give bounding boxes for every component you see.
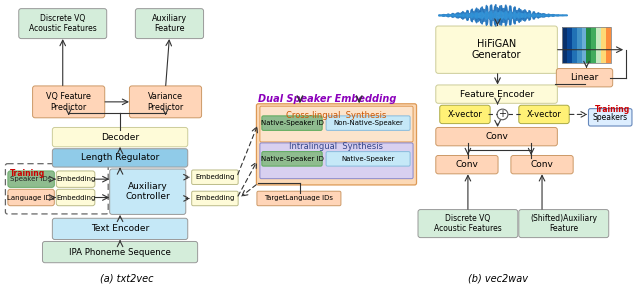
Bar — [596, 27, 602, 63]
FancyBboxPatch shape — [326, 152, 410, 166]
Bar — [562, 27, 567, 63]
FancyBboxPatch shape — [262, 152, 322, 166]
Text: Auxiliary
Controller: Auxiliary Controller — [125, 182, 170, 201]
FancyBboxPatch shape — [326, 116, 410, 130]
Text: Native-Speaker ID: Native-Speaker ID — [260, 120, 323, 126]
Text: Discrete VQ
Acoustic Features: Discrete VQ Acoustic Features — [29, 14, 97, 33]
FancyBboxPatch shape — [257, 191, 341, 206]
Text: X-vector: X-vector — [527, 110, 561, 119]
Text: Non-Native-Speaker: Non-Native-Speaker — [333, 120, 403, 126]
FancyBboxPatch shape — [8, 171, 54, 187]
Text: HiFiGAN
Generator: HiFiGAN Generator — [472, 39, 522, 61]
Text: (Shifted)Auxiliary
Feature: (Shifted)Auxiliary Feature — [531, 214, 597, 233]
FancyBboxPatch shape — [436, 26, 557, 74]
FancyBboxPatch shape — [5, 164, 108, 214]
FancyBboxPatch shape — [260, 106, 413, 142]
Text: Intralingual  Synthesis: Intralingual Synthesis — [289, 142, 383, 152]
Text: Length Regulator: Length Regulator — [81, 153, 159, 162]
FancyBboxPatch shape — [129, 86, 202, 118]
Text: Decoder: Decoder — [101, 133, 139, 142]
FancyBboxPatch shape — [556, 69, 612, 87]
FancyBboxPatch shape — [519, 105, 569, 124]
Text: Conv: Conv — [531, 160, 554, 169]
Text: Feature Encoder: Feature Encoder — [460, 90, 534, 99]
Text: Conv: Conv — [485, 132, 508, 141]
Bar — [562, 27, 611, 63]
FancyBboxPatch shape — [42, 241, 198, 263]
Bar — [606, 27, 611, 63]
FancyBboxPatch shape — [52, 149, 188, 167]
Text: Conv: Conv — [456, 160, 478, 169]
Bar — [602, 27, 606, 63]
FancyBboxPatch shape — [192, 191, 238, 206]
Bar — [591, 27, 596, 63]
Text: VQ Feature
Predictor: VQ Feature Predictor — [46, 92, 91, 112]
Text: Speaker IDs: Speaker IDs — [10, 176, 52, 182]
Bar — [567, 27, 572, 63]
Bar — [572, 27, 577, 63]
FancyBboxPatch shape — [136, 9, 204, 39]
FancyBboxPatch shape — [260, 143, 413, 179]
FancyBboxPatch shape — [8, 189, 54, 206]
Text: Embedding: Embedding — [56, 194, 95, 200]
FancyBboxPatch shape — [52, 218, 188, 240]
Text: Embedding: Embedding — [195, 195, 235, 201]
Text: +: + — [499, 110, 506, 120]
FancyBboxPatch shape — [109, 169, 186, 214]
FancyBboxPatch shape — [56, 189, 95, 206]
Text: Linear: Linear — [570, 73, 598, 82]
Text: Variance
Predictor: Variance Predictor — [147, 92, 184, 112]
Text: (b) vec2wav: (b) vec2wav — [468, 274, 527, 284]
FancyBboxPatch shape — [418, 210, 518, 238]
Text: X-vector: X-vector — [447, 110, 483, 119]
FancyBboxPatch shape — [192, 170, 238, 184]
FancyBboxPatch shape — [440, 105, 490, 124]
FancyBboxPatch shape — [56, 171, 95, 187]
Text: Native-Speaker: Native-Speaker — [341, 156, 395, 162]
Text: Training: Training — [10, 168, 45, 178]
FancyBboxPatch shape — [436, 128, 557, 146]
Circle shape — [497, 109, 508, 120]
FancyBboxPatch shape — [588, 109, 632, 126]
Bar — [577, 27, 582, 63]
Text: Native-Speaker ID: Native-Speaker ID — [260, 156, 323, 162]
FancyBboxPatch shape — [436, 156, 498, 174]
Text: Dual Speaker Embedding: Dual Speaker Embedding — [259, 94, 397, 104]
Text: Embedding: Embedding — [56, 176, 95, 182]
Text: TargetLanguage IDs: TargetLanguage IDs — [264, 195, 333, 201]
FancyBboxPatch shape — [33, 86, 105, 118]
FancyBboxPatch shape — [19, 9, 107, 39]
Bar — [586, 27, 591, 63]
FancyBboxPatch shape — [257, 104, 417, 185]
Text: Text Encoder: Text Encoder — [91, 225, 149, 233]
FancyBboxPatch shape — [262, 116, 322, 130]
Text: Auxiliary
Feature: Auxiliary Feature — [152, 14, 187, 33]
Text: (a) txt2vec: (a) txt2vec — [100, 274, 154, 284]
Text: IPA Phoneme Sequence: IPA Phoneme Sequence — [69, 248, 171, 257]
FancyBboxPatch shape — [519, 210, 609, 238]
FancyBboxPatch shape — [511, 156, 573, 174]
Text: Speakers: Speakers — [593, 113, 628, 122]
Text: Cross-lingual  Synthesis: Cross-lingual Synthesis — [286, 111, 387, 120]
Text: Discrete VQ
Acoustic Features: Discrete VQ Acoustic Features — [434, 214, 502, 233]
Text: Embedding: Embedding — [195, 174, 235, 180]
Text: Training: Training — [595, 105, 630, 114]
Bar — [582, 27, 586, 63]
FancyBboxPatch shape — [52, 128, 188, 147]
Text: Language IDs: Language IDs — [7, 194, 55, 200]
FancyBboxPatch shape — [436, 85, 557, 103]
